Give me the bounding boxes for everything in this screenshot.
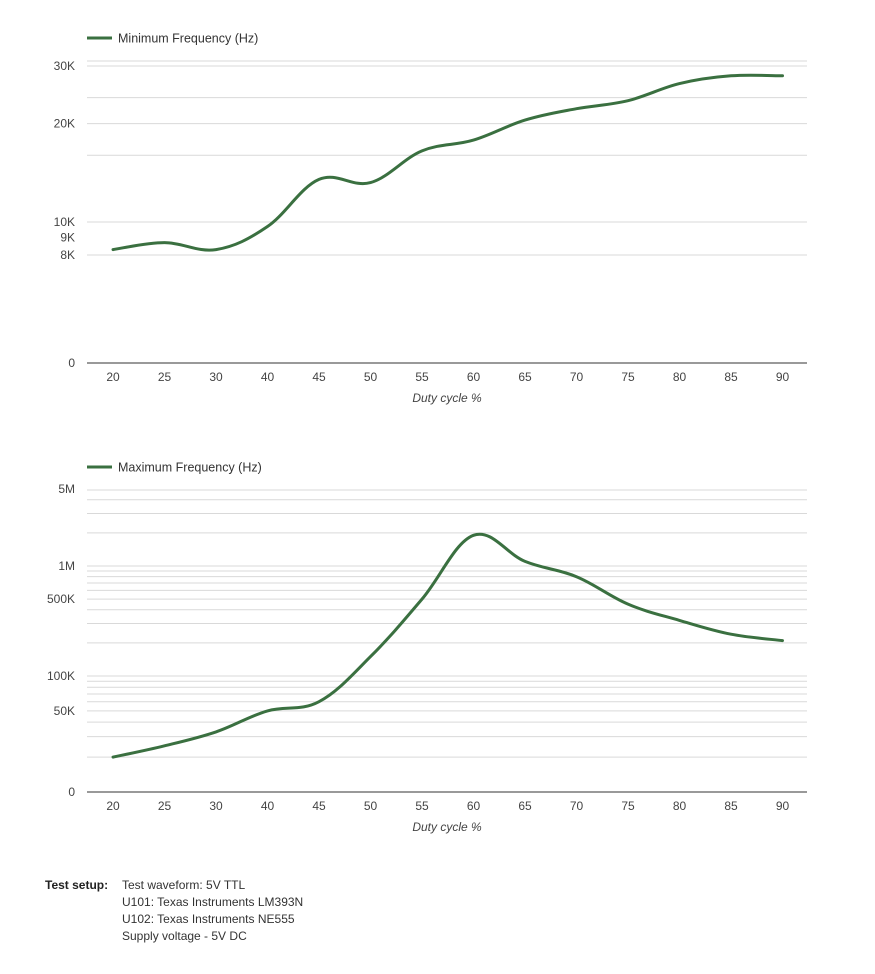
chart2-y-tick-label: 1M xyxy=(58,559,75,573)
chart2-x-tick-label: 45 xyxy=(312,799,326,813)
chart1-y-tick-label: 0 xyxy=(68,356,75,370)
test-setup-label: Test setup: xyxy=(45,878,109,892)
chart1-y-tick-label: 20K xyxy=(54,117,75,131)
test-setup-line-supply: Supply voltage - 5V DC xyxy=(122,929,247,943)
chart2-y-tick-label: 0 xyxy=(68,785,75,799)
chart2-x-axis-title: Duty cycle % xyxy=(412,820,482,834)
chart1-x-tick-label: 30 xyxy=(209,370,223,384)
chart2-x-tick-label: 65 xyxy=(518,799,532,813)
chart2-y-tick-label: 50K xyxy=(54,704,75,718)
chart2-x-tick-label: 55 xyxy=(415,799,429,813)
chart2-x-tick-label: 40 xyxy=(261,799,275,813)
test-setup-line-u102: U102: Texas Instruments NE555 xyxy=(122,912,295,926)
chart2-series-line xyxy=(111,532,784,759)
chart1-y-tick-label: 10K xyxy=(54,215,75,229)
chart1-x-tick-label: 90 xyxy=(776,370,790,384)
test-setup-lines: Test waveform: 5V TTL U101: Texas Instru… xyxy=(122,877,303,945)
chart1-x-tick-label: 65 xyxy=(518,370,532,384)
chart1-x-tick-label: 45 xyxy=(312,370,326,384)
chart1-y-tick-label: 9K xyxy=(60,231,75,245)
chart2-x-tick-label: 50 xyxy=(364,799,378,813)
chart1-x-tick-label: 85 xyxy=(724,370,738,384)
chart1-x-tick-label: 40 xyxy=(261,370,275,384)
test-setup-line-u101: U101: Texas Instruments LM393N xyxy=(122,895,304,909)
chart1-x-tick-label: 55 xyxy=(415,370,429,384)
chart1-x-tick-label: 80 xyxy=(673,370,687,384)
chart2-x-tick-label: 20 xyxy=(106,799,120,813)
frequency-charts: 30K 20K 10K 9K 8K 0 20 25 30 40 45 50 55 60 65 70 75 80 85… xyxy=(47,32,807,834)
chart2-y-tick-label: 500K xyxy=(47,592,75,606)
chart1-x-tick-label: 50 xyxy=(364,370,378,384)
chart2-y-tick-label: 5M xyxy=(58,482,75,496)
chart1-x-tick-label: 70 xyxy=(570,370,584,384)
chart2-x-tick-label: 85 xyxy=(724,799,738,813)
chart2-x-tick-label: 70 xyxy=(570,799,584,813)
chart1-y-tick-label: 30K xyxy=(54,59,75,73)
chart2-x-tick-label: 80 xyxy=(673,799,687,813)
chart1-y-tick-label: 8K xyxy=(60,248,75,262)
chart1-x-tick-label: 75 xyxy=(621,370,635,384)
chart2-x-tick-label: 25 xyxy=(158,799,172,813)
chart2-x-tick-label: 90 xyxy=(776,799,790,813)
chart2-x-tick-label: 75 xyxy=(621,799,635,813)
chart1-series-line xyxy=(111,73,784,252)
chart2-x-tick-label: 30 xyxy=(209,799,223,813)
chart2-legend-label: Maximum Frequency (Hz) xyxy=(118,461,262,475)
chart1-x-axis-title: Duty cycle % xyxy=(412,391,482,405)
test-setup-line-waveform: Test waveform: 5V TTL xyxy=(122,878,246,892)
chart1-x-tick-label: 60 xyxy=(467,370,481,384)
chart1-x-tick-label: 20 xyxy=(106,370,120,384)
chart2-y-tick-label: 100K xyxy=(47,669,75,683)
chart1-x-tick-label: 25 xyxy=(158,370,172,384)
chart1-legend-label: Minimum Frequency (Hz) xyxy=(118,32,258,46)
chart2-x-tick-label: 60 xyxy=(467,799,481,813)
